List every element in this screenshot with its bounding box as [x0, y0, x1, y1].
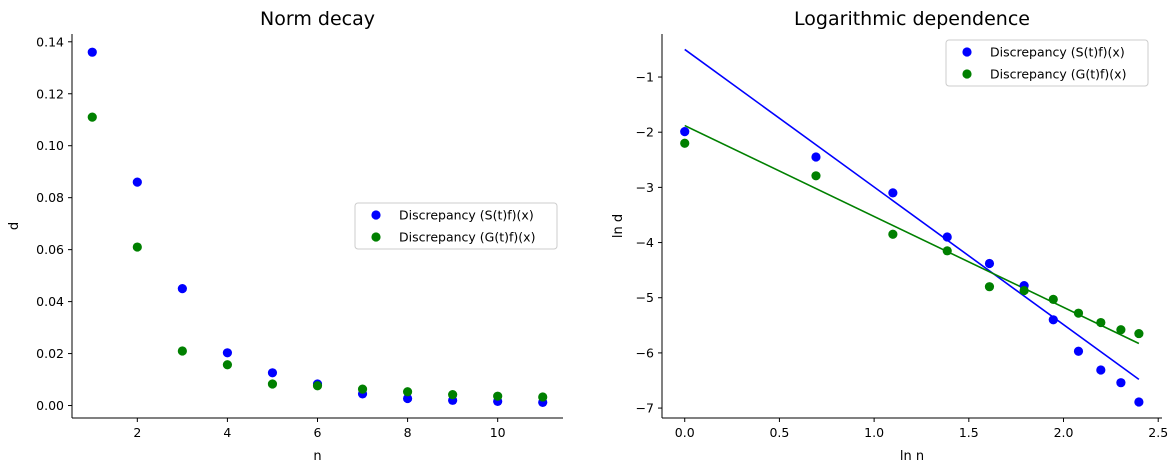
- y-tick-label: −4: [636, 235, 654, 250]
- y-tick-label: 0.08: [36, 190, 64, 205]
- data-point: [402, 387, 413, 397]
- legend-marker: [962, 69, 972, 79]
- data-point: [1134, 328, 1144, 339]
- x-tick-label: 1.0: [864, 425, 884, 440]
- data-point: [402, 393, 413, 404]
- data-point: [1096, 317, 1106, 328]
- y-tick-label: 0.02: [36, 346, 64, 361]
- data-point: [1116, 378, 1126, 388]
- fit-line: [684, 124, 1140, 345]
- legend-box: [945, 39, 1149, 87]
- data-point: [87, 47, 97, 57]
- data-point: [267, 368, 278, 378]
- x-axis-label: n: [313, 449, 321, 464]
- data-point: [493, 391, 503, 401]
- y-tick-label: 0.12: [36, 86, 64, 101]
- y-axis-label: d: [7, 222, 22, 230]
- data-point: [132, 242, 142, 252]
- data-point: [811, 152, 821, 162]
- data-point: [942, 232, 952, 242]
- x-tick-label: 6: [314, 425, 322, 440]
- data-point: [680, 138, 690, 148]
- y-tick-label: −7: [636, 401, 654, 416]
- y-tick-label: 0.00: [36, 398, 64, 413]
- data-point: [1134, 397, 1144, 407]
- data-point: [1048, 294, 1058, 304]
- x-tick-label: 8: [404, 425, 412, 440]
- chart-logarithmic-dependence: Logarithmic dependence 0.0 0.5 1.0 1.5 2.0 2.5…: [611, 8, 1168, 464]
- data-point: [177, 346, 187, 356]
- x-tick-label: 4: [223, 425, 231, 440]
- y-tick-label: −2: [636, 125, 654, 140]
- data-point: [1048, 315, 1058, 325]
- x-tick-label: 10: [490, 425, 506, 440]
- legend-marker: [962, 47, 972, 57]
- y-tick-label: 0.14: [36, 34, 64, 49]
- chart-title: Norm decay: [260, 8, 375, 30]
- y-tick-label: 0.04: [36, 294, 64, 309]
- data-point: [888, 188, 898, 198]
- x-tick-label: 2.0: [1054, 425, 1074, 440]
- y-tick-label: −3: [636, 180, 654, 195]
- legend-marker: [371, 232, 381, 242]
- fit-line: [684, 48, 1140, 381]
- x-axis-label: ln n: [900, 449, 924, 464]
- data-point: [984, 282, 995, 292]
- data-point: [132, 177, 142, 187]
- y-tick-label: 0.10: [36, 138, 64, 153]
- data-point: [222, 360, 233, 370]
- data-point: [1116, 325, 1126, 335]
- legend-label: Discrepancy (G(t)f)(x): [990, 67, 1126, 82]
- data-point: [984, 258, 995, 269]
- data-point: [177, 284, 187, 294]
- legend-box: [354, 202, 558, 250]
- chart-title: Logarithmic dependence: [794, 8, 1030, 30]
- data-point: [680, 127, 690, 137]
- data-point: [942, 246, 952, 256]
- x-tick-label: 2.5: [1148, 425, 1168, 440]
- data-point: [357, 384, 368, 394]
- data-point: [1073, 346, 1084, 356]
- data-point: [1073, 308, 1084, 318]
- data-point: [312, 381, 323, 391]
- data-point: [811, 171, 821, 181]
- data-point: [87, 112, 97, 122]
- x-tick-label: 2: [133, 425, 141, 440]
- y-tick-label: −1: [636, 70, 654, 85]
- y-axis-label: ln d: [611, 214, 626, 238]
- legend-marker: [371, 210, 381, 220]
- data-point: [222, 348, 233, 358]
- x-tick-label: 0.5: [769, 425, 789, 440]
- x-tick-label: 0.0: [675, 425, 695, 440]
- y-tick-label: −5: [636, 290, 654, 305]
- data-point: [1019, 285, 1029, 296]
- data-point: [267, 379, 278, 389]
- y-tick-label: −6: [636, 345, 654, 360]
- x-tick-label: 1.5: [959, 425, 979, 440]
- y-tick-label: 0.06: [36, 242, 64, 257]
- chart-norm-decay: Norm decay 2 4 6 8 10 0.00 0.02 0.04 0.06 0.08 0.10…: [7, 8, 563, 464]
- data-point: [888, 229, 898, 239]
- data-point: [538, 392, 548, 402]
- data-point: [448, 390, 458, 400]
- legend-label: Discrepancy (G(t)f)(x): [399, 230, 535, 245]
- legend-label: Discrepancy (S(t)f)(x): [399, 208, 534, 223]
- legend-label: Discrepancy (S(t)f)(x): [990, 45, 1125, 60]
- data-point: [1096, 365, 1106, 375]
